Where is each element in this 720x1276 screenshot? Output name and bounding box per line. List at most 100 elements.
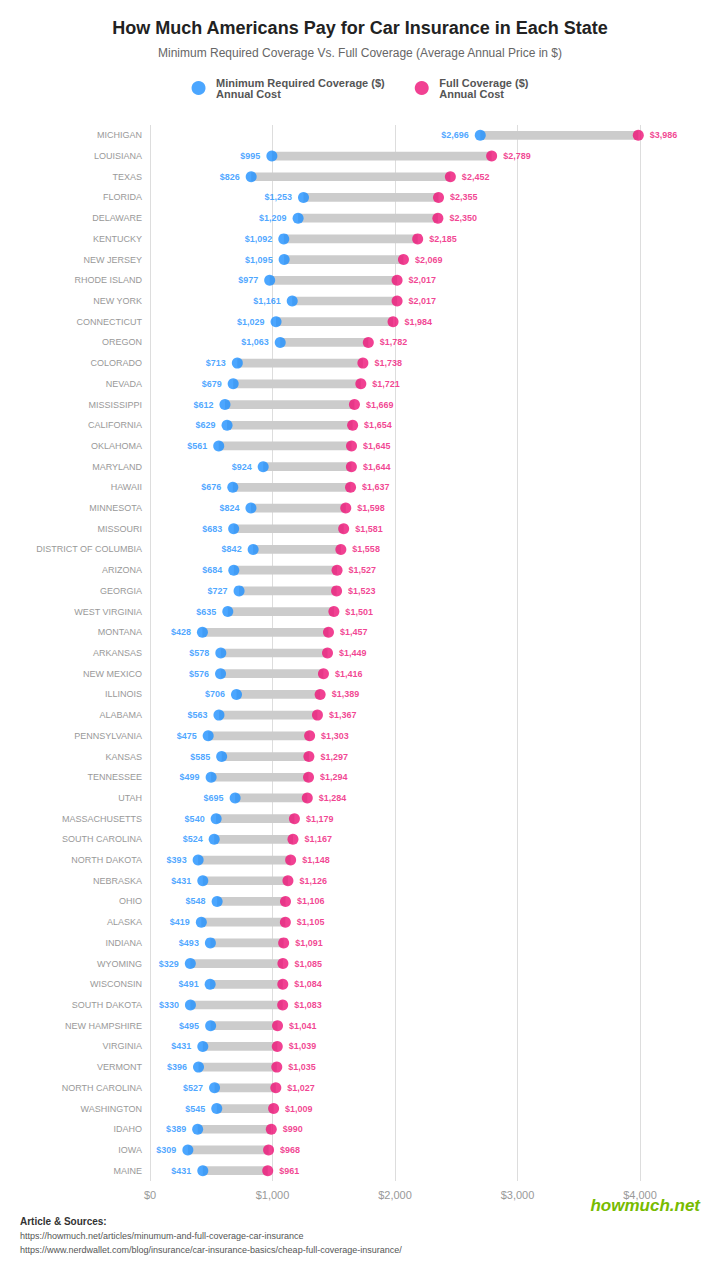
svg-text:$428: $428	[171, 627, 191, 637]
svg-text:$419: $419	[170, 917, 190, 927]
svg-text:$1,654: $1,654	[364, 420, 392, 430]
svg-text:Article & Sources:: Article & Sources:	[20, 1216, 107, 1227]
svg-text:$1,637: $1,637	[362, 482, 390, 492]
svg-text:$1,581: $1,581	[355, 524, 383, 534]
svg-text:MONTANA: MONTANA	[98, 627, 142, 637]
svg-text:$1,984: $1,984	[405, 317, 433, 327]
svg-text:TENNESSEE: TENNESSEE	[87, 772, 142, 782]
svg-text:$1,449: $1,449	[339, 648, 367, 658]
svg-text:$493: $493	[179, 938, 199, 948]
svg-text:COLORADO: COLORADO	[90, 358, 142, 368]
svg-text:$1,253: $1,253	[264, 192, 292, 202]
svg-text:MARYLAND: MARYLAND	[92, 462, 142, 472]
svg-text:ALASKA: ALASKA	[107, 917, 142, 927]
svg-text:$499: $499	[180, 772, 200, 782]
svg-text:OREGON: OREGON	[102, 337, 142, 347]
svg-text:$1,179: $1,179	[306, 814, 334, 824]
svg-text:HAWAII: HAWAII	[111, 482, 142, 492]
svg-text:$842: $842	[222, 544, 242, 554]
svg-text:$475: $475	[177, 731, 197, 741]
svg-text:$995: $995	[240, 151, 260, 161]
svg-text:$1,558: $1,558	[352, 544, 380, 554]
svg-text:$2,789: $2,789	[503, 151, 531, 161]
svg-text:$2,000: $2,000	[378, 1189, 412, 1201]
svg-text:$396: $396	[167, 1062, 187, 1072]
svg-text:$3,986: $3,986	[650, 130, 678, 140]
svg-text:SOUTH DAKOTA: SOUTH DAKOTA	[72, 1000, 142, 1010]
svg-text:$491: $491	[179, 979, 199, 989]
svg-text:$826: $826	[220, 172, 240, 182]
svg-text:WASHINGTON: WASHINGTON	[80, 1104, 142, 1114]
svg-text:$990: $990	[283, 1124, 303, 1134]
svg-text:MASSACHUSETTS: MASSACHUSETTS	[62, 814, 142, 824]
svg-text:Annual Cost: Annual Cost	[216, 88, 281, 100]
svg-text:ARKANSAS: ARKANSAS	[93, 648, 142, 658]
svg-text:CONNECTICUT: CONNECTICUT	[77, 317, 143, 327]
svg-text:$0: $0	[144, 1189, 156, 1201]
svg-text:UTAH: UTAH	[118, 793, 142, 803]
svg-text:$1,083: $1,083	[294, 1000, 322, 1010]
svg-text:$1,092: $1,092	[245, 234, 273, 244]
svg-text:$635: $635	[196, 607, 216, 617]
svg-text:$1,000: $1,000	[256, 1189, 290, 1201]
svg-text:$561: $561	[187, 441, 207, 451]
svg-text:$679: $679	[202, 379, 222, 389]
svg-text:GEORGIA: GEORGIA	[100, 586, 142, 596]
svg-text:$576: $576	[189, 669, 209, 679]
svg-text:$1,416: $1,416	[335, 669, 363, 679]
svg-text:$1,598: $1,598	[357, 503, 385, 513]
svg-text:$1,126: $1,126	[299, 876, 327, 886]
svg-text:$1,105: $1,105	[297, 917, 325, 927]
svg-text:$1,644: $1,644	[363, 462, 391, 472]
svg-text:NEW MEXICO: NEW MEXICO	[83, 669, 142, 679]
svg-text:$2,017: $2,017	[409, 275, 437, 285]
svg-text:https://howmuch.net/articles/m: https://howmuch.net/articles/minumum-and…	[20, 1231, 304, 1241]
svg-text:$684: $684	[202, 565, 222, 575]
svg-text:$1,161: $1,161	[253, 296, 281, 306]
svg-text:KANSAS: KANSAS	[105, 752, 142, 762]
svg-text:$1,009: $1,009	[285, 1104, 313, 1114]
svg-text:MISSISSIPPI: MISSISSIPPI	[88, 400, 142, 410]
svg-text:$961: $961	[279, 1166, 299, 1176]
svg-text:$706: $706	[205, 689, 225, 699]
svg-text:$968: $968	[280, 1145, 300, 1155]
svg-text:$585: $585	[190, 752, 210, 762]
svg-text:$309: $309	[156, 1145, 176, 1155]
svg-text:$2,069: $2,069	[415, 255, 443, 265]
svg-text:$1,209: $1,209	[259, 213, 287, 223]
svg-text:$527: $527	[183, 1083, 203, 1093]
svg-text:$1,167: $1,167	[304, 834, 332, 844]
svg-text:$977: $977	[238, 275, 258, 285]
svg-text:$1,027: $1,027	[287, 1083, 315, 1093]
svg-text:$1,041: $1,041	[289, 1021, 317, 1031]
svg-text:$1,297: $1,297	[320, 752, 348, 762]
svg-text:$1,389: $1,389	[332, 689, 360, 699]
svg-text:$1,527: $1,527	[349, 565, 377, 575]
svg-text:$1,039: $1,039	[289, 1041, 317, 1051]
svg-text:KENTUCKY: KENTUCKY	[93, 234, 142, 244]
svg-text:$495: $495	[179, 1021, 199, 1031]
svg-text:$2,017: $2,017	[409, 296, 437, 306]
svg-text:Annual Cost: Annual Cost	[439, 88, 504, 100]
svg-text:$524: $524	[183, 834, 203, 844]
svg-text:CALIFORNIA: CALIFORNIA	[88, 420, 142, 430]
svg-text:$1,294: $1,294	[320, 772, 348, 782]
svg-text:$3,000: $3,000	[501, 1189, 535, 1201]
svg-text:MINNESOTA: MINNESOTA	[89, 503, 142, 513]
svg-text:$1,035: $1,035	[288, 1062, 316, 1072]
svg-text:WYOMING: WYOMING	[97, 959, 142, 969]
svg-text:$1,029: $1,029	[237, 317, 265, 327]
svg-text:NEBRASKA: NEBRASKA	[93, 876, 142, 886]
svg-text:$713: $713	[206, 358, 226, 368]
svg-text:$1,284: $1,284	[319, 793, 347, 803]
svg-text:$1,523: $1,523	[348, 586, 376, 596]
svg-text:$683: $683	[202, 524, 222, 534]
svg-text:$1,457: $1,457	[340, 627, 368, 637]
svg-text:$540: $540	[185, 814, 205, 824]
svg-text:$1,501: $1,501	[345, 607, 373, 617]
svg-text:NORTH CAROLINA: NORTH CAROLINA	[62, 1083, 142, 1093]
svg-text:LOUISIANA: LOUISIANA	[94, 151, 142, 161]
svg-text:$924: $924	[232, 462, 252, 472]
svg-text:$2,185: $2,185	[429, 234, 457, 244]
svg-text:PENNSYLVANIA: PENNSYLVANIA	[74, 731, 142, 741]
